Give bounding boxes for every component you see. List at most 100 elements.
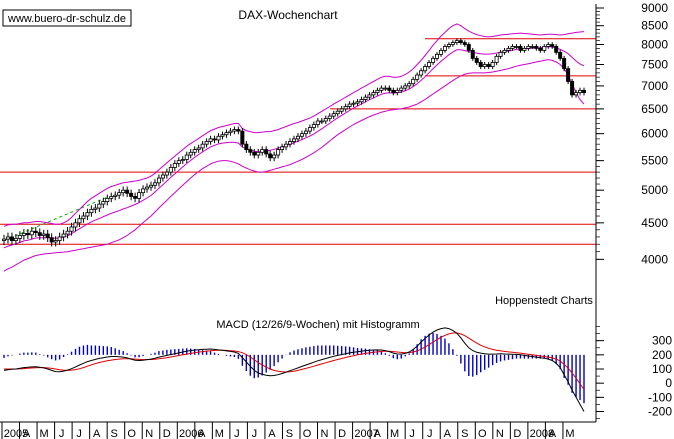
candle-body xyxy=(403,85,408,89)
x-tick-label: O xyxy=(127,428,136,439)
lower-band-line xyxy=(3,59,585,272)
candle-body xyxy=(25,232,30,236)
x-tick-label: 2005 xyxy=(4,428,28,439)
candle-body xyxy=(438,49,443,55)
chart-title: DAX-Wochenchart xyxy=(238,8,338,22)
candle-body xyxy=(152,182,157,186)
x-tick-label: J xyxy=(234,428,240,439)
candle-body xyxy=(2,238,7,241)
candle-body xyxy=(53,240,58,243)
candle-body xyxy=(395,89,400,94)
candle-body xyxy=(522,48,527,51)
candle-body xyxy=(327,115,332,119)
candle-body xyxy=(458,40,463,43)
candle-body xyxy=(582,89,587,94)
candle-body xyxy=(498,51,503,57)
candle-body xyxy=(117,192,122,196)
candle-body xyxy=(37,232,42,236)
candle-body xyxy=(252,151,257,156)
x-tick-label: N xyxy=(145,428,153,439)
candle-body xyxy=(538,48,543,51)
candle-body xyxy=(486,64,491,67)
candle-body xyxy=(526,46,531,49)
candle-body xyxy=(307,127,312,132)
x-tick-label: J xyxy=(427,428,433,439)
candle-body xyxy=(109,196,114,199)
candle-body xyxy=(77,218,82,224)
x-tick-label: A xyxy=(549,428,557,439)
candle-body xyxy=(510,46,515,49)
x-tick-label: S xyxy=(111,428,118,439)
candle-body xyxy=(85,212,90,217)
candle-body xyxy=(506,48,511,51)
candle-body xyxy=(546,44,551,47)
candle-body xyxy=(295,135,300,140)
candle-body xyxy=(363,96,368,100)
candle-body xyxy=(13,237,18,241)
x-tick-label: O xyxy=(303,428,312,439)
candle-body xyxy=(93,207,98,210)
candle-body xyxy=(490,62,495,67)
candle-body xyxy=(184,154,189,160)
candle-body xyxy=(319,120,324,123)
candle-body xyxy=(264,149,269,155)
candle-body xyxy=(172,163,177,168)
candle-body xyxy=(343,106,348,110)
price-bars xyxy=(2,38,587,247)
x-tick-label: 2006 xyxy=(179,428,203,439)
y-tick-label: 5500 xyxy=(641,154,668,168)
candle-body xyxy=(367,94,372,98)
candle-body xyxy=(156,177,161,184)
candle-body xyxy=(423,66,428,72)
candle-body xyxy=(530,46,535,48)
candle-body xyxy=(180,159,185,162)
candle-body xyxy=(236,129,241,132)
candle-body xyxy=(371,92,376,96)
y-tick-label: 8000 xyxy=(641,38,668,52)
candle-body xyxy=(97,203,102,209)
candle-body xyxy=(33,230,38,234)
candle-body xyxy=(21,232,26,236)
candle-body xyxy=(284,143,289,148)
candle-body xyxy=(335,110,340,115)
candle-body xyxy=(216,135,221,141)
candle-body xyxy=(534,46,539,49)
trendline-segment xyxy=(3,195,110,242)
candle-body xyxy=(311,124,316,128)
x-tick-label: A xyxy=(23,428,31,439)
x-tick-label: 2007 xyxy=(354,428,378,439)
candle-body xyxy=(566,68,571,82)
x-tick-label: A xyxy=(373,428,381,439)
macd-tick-label: 0 xyxy=(665,376,672,390)
candle-body xyxy=(244,143,249,150)
candle-body xyxy=(466,44,471,51)
y-tick-label: 5000 xyxy=(641,183,668,197)
y-tick-label: 4000 xyxy=(641,252,668,266)
candle-body xyxy=(562,57,567,70)
x-tick-label: J xyxy=(76,428,82,439)
candle-body xyxy=(574,92,579,96)
candle-body xyxy=(89,208,94,214)
candle-body xyxy=(141,188,146,194)
candle-body xyxy=(137,192,142,199)
candle-body xyxy=(133,196,138,199)
candle-body xyxy=(61,233,66,238)
candle-body xyxy=(570,81,575,96)
candle-body xyxy=(303,130,308,135)
candle-body xyxy=(240,130,245,145)
y-axis-labels: 4000 4500 5000 5500 6000 6500 7000 7500 8000 8500… xyxy=(641,1,672,419)
candle-body xyxy=(299,133,304,137)
candle-body xyxy=(105,197,110,202)
candle-body xyxy=(407,83,412,87)
candle-body xyxy=(57,236,62,241)
candle-body xyxy=(482,64,487,67)
candle-body xyxy=(375,89,380,94)
y-tick-label: 7500 xyxy=(641,58,668,72)
candle-body xyxy=(81,215,86,220)
candle-body xyxy=(228,130,233,134)
candle-body xyxy=(435,53,440,59)
support-resistance-lines xyxy=(0,38,596,245)
macd-tick-label: 200 xyxy=(652,348,672,362)
